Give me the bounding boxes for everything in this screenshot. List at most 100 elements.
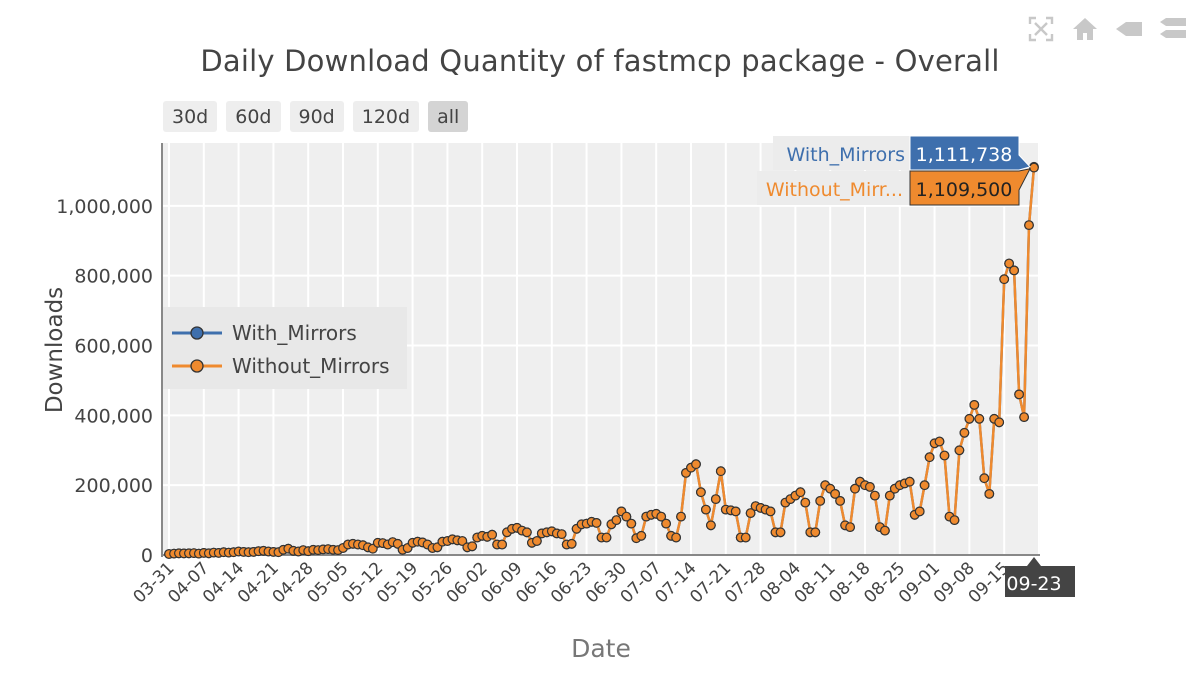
data-point xyxy=(745,508,756,518)
legend-marker xyxy=(190,326,204,340)
data-point xyxy=(800,497,811,508)
data-point xyxy=(710,494,721,505)
hover-without-name: Without_Mirr... xyxy=(766,179,903,201)
data-point xyxy=(1029,162,1039,173)
hover-x-box xyxy=(1005,557,1075,597)
x-axis-title: Date xyxy=(571,634,631,663)
hover-with-value: 1,111,738 xyxy=(916,144,1013,166)
data-point xyxy=(914,506,925,517)
data-point xyxy=(815,496,826,506)
modebar xyxy=(1026,14,1188,44)
spike-icon[interactable] xyxy=(1114,14,1144,44)
legend-label: Without_Mirrors xyxy=(232,354,390,378)
hover-without-box xyxy=(909,168,1031,206)
data-point xyxy=(566,538,577,549)
data-point xyxy=(934,436,945,447)
data-point xyxy=(676,511,686,522)
legend: With_Mirrors Without_Mirrors xyxy=(163,307,407,389)
data-point xyxy=(691,459,701,470)
data-point xyxy=(969,400,980,410)
data-point xyxy=(1004,258,1014,269)
data-point xyxy=(740,532,751,543)
data-point xyxy=(904,476,915,487)
legend-label: With_Mirrors xyxy=(232,321,357,345)
range-90d-button[interactable]: 90d xyxy=(289,101,344,132)
hover-tooltip: With_Mirrors 1,111,738 Without_Mirr... 1,10… xyxy=(757,135,1075,597)
data-point xyxy=(795,487,806,498)
autoscale-icon[interactable] xyxy=(1026,14,1056,44)
legend-box xyxy=(163,307,407,389)
data-point xyxy=(696,487,706,498)
data-point xyxy=(621,511,632,522)
data-point xyxy=(715,466,726,477)
data-point xyxy=(835,496,845,506)
data-point xyxy=(959,427,970,438)
data-point xyxy=(611,515,622,525)
data-point xyxy=(830,489,840,499)
data-point xyxy=(984,489,995,499)
y-tick-label: 1,000,000 xyxy=(56,196,153,218)
data-point xyxy=(924,452,935,463)
y-tick-label: 200,000 xyxy=(74,475,153,497)
range-selector: 30d 60d 90d 120d all xyxy=(163,101,469,132)
data-point xyxy=(1019,412,1029,423)
data-point xyxy=(487,529,498,540)
y-axis-title: Downloads xyxy=(42,287,68,413)
range-all-button[interactable]: all xyxy=(428,101,469,132)
data-point xyxy=(467,541,478,552)
data-point xyxy=(601,532,612,543)
data-point xyxy=(1014,389,1024,400)
hover-with-box xyxy=(909,135,1031,171)
data-point xyxy=(656,511,667,522)
data-point xyxy=(845,522,855,532)
data-point xyxy=(671,532,681,543)
data-point xyxy=(999,274,1010,285)
data-point xyxy=(884,490,895,501)
y-tick-label: 800,000 xyxy=(74,266,153,288)
data-point xyxy=(457,536,468,546)
data-point xyxy=(810,527,821,538)
data-point xyxy=(591,518,602,528)
hover-x-label: 09-23 xyxy=(1006,573,1061,595)
data-point xyxy=(701,504,711,515)
data-point xyxy=(1024,220,1034,231)
range-120d-button[interactable]: 120d xyxy=(352,101,420,132)
data-point xyxy=(775,527,786,538)
hover-name-bg xyxy=(757,171,910,205)
data-point xyxy=(497,539,508,550)
data-point xyxy=(939,450,950,461)
data-point xyxy=(949,515,960,525)
data-point xyxy=(994,417,1005,428)
data-point xyxy=(1009,265,1019,276)
chart-title: Daily Download Quantity of fastmcp packa… xyxy=(200,44,1000,78)
data-point xyxy=(661,518,671,529)
range-60d-button[interactable]: 60d xyxy=(226,101,281,132)
data-point xyxy=(974,413,985,424)
data-point xyxy=(626,518,637,529)
home-icon[interactable] xyxy=(1070,14,1100,44)
hover-name-bg xyxy=(773,136,910,170)
hover-without-value: 1,109,500 xyxy=(916,179,1013,201)
data-point xyxy=(850,483,860,494)
legend-marker xyxy=(190,359,204,373)
data-point xyxy=(532,536,542,546)
data-point xyxy=(919,480,930,491)
y-axis-title-group: Downloads xyxy=(42,287,68,413)
data-point xyxy=(865,482,875,492)
y-tick-label: 600,000 xyxy=(74,336,153,358)
data-point xyxy=(870,490,880,501)
compare-icon[interactable] xyxy=(1158,14,1188,44)
data-point xyxy=(730,506,741,517)
data-point xyxy=(636,530,647,541)
data-point xyxy=(765,506,776,517)
data-point xyxy=(964,413,975,424)
data-point xyxy=(979,473,990,484)
y-tick-label: 400,000 xyxy=(74,405,153,427)
data-point xyxy=(522,527,532,538)
y-tick-label: 0 xyxy=(141,545,153,567)
data-point xyxy=(706,520,716,531)
range-30d-button[interactable]: 30d xyxy=(163,101,218,132)
data-point xyxy=(880,525,890,536)
data-point xyxy=(954,445,965,456)
hover-with-name: With_Mirrors xyxy=(786,144,905,166)
